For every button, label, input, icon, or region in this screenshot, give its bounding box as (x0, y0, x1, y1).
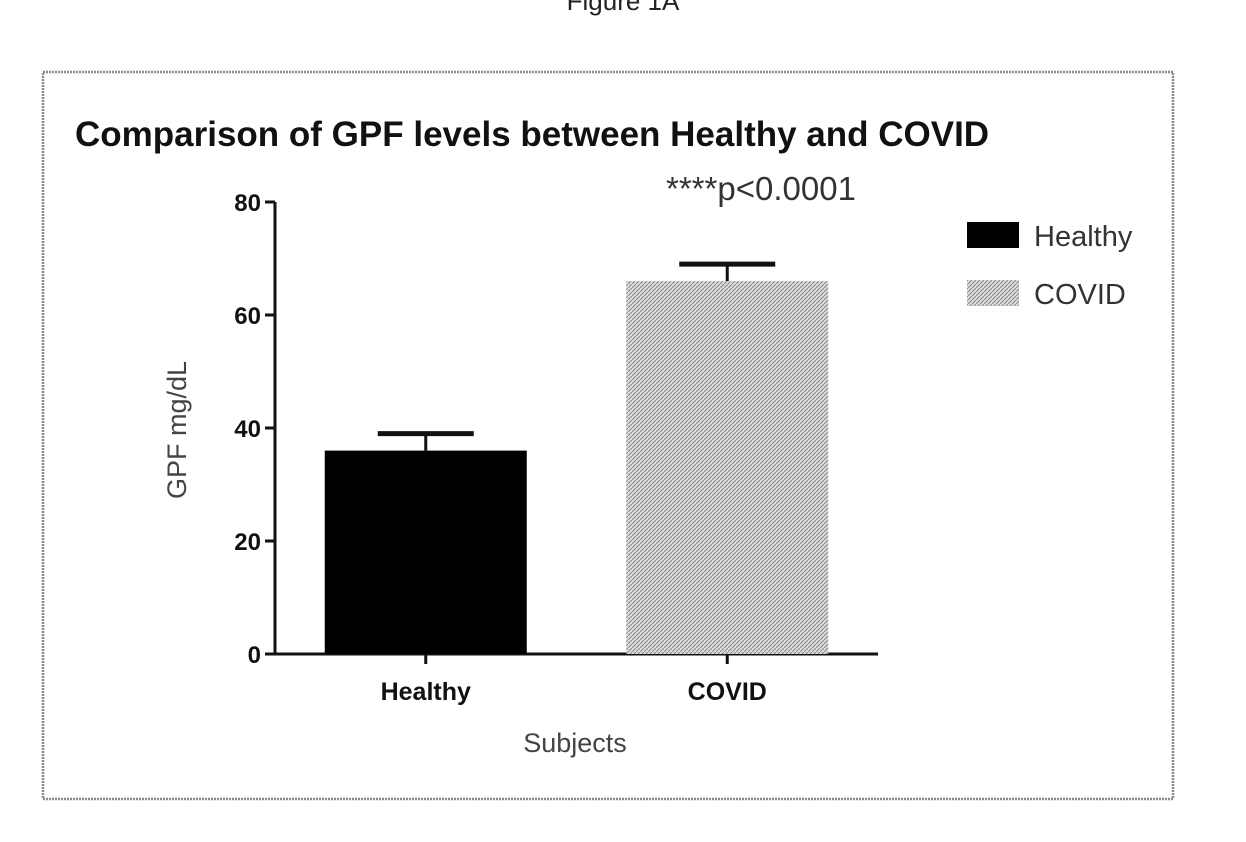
y-axis-label: GPF mg/dL (162, 361, 192, 499)
chart-frame (43, 72, 1173, 799)
x-tick-label-healthy: Healthy (381, 678, 471, 706)
legend-swatch-covid (967, 280, 1019, 306)
x-tick-label-covid: COVID (688, 678, 767, 706)
y-tick-label: 60 (234, 303, 261, 330)
y-tick-label: 80 (234, 190, 261, 217)
y-tick-label: 20 (234, 529, 261, 556)
x-axis-label: Subjects (523, 728, 627, 758)
legend-label-covid: COVID (1034, 279, 1126, 311)
y-tick-label: 0 (248, 642, 261, 669)
legend-swatch-healthy (967, 222, 1019, 248)
bar-covid (626, 281, 828, 654)
chart-title: Comparison of GPF levels between Healthy… (75, 115, 989, 154)
y-tick-label: 40 (234, 416, 261, 443)
significance-annotation: ****p<0.0001 (666, 170, 856, 207)
bar-healthy (325, 451, 527, 654)
legend-label-healthy: Healthy (1034, 221, 1133, 253)
